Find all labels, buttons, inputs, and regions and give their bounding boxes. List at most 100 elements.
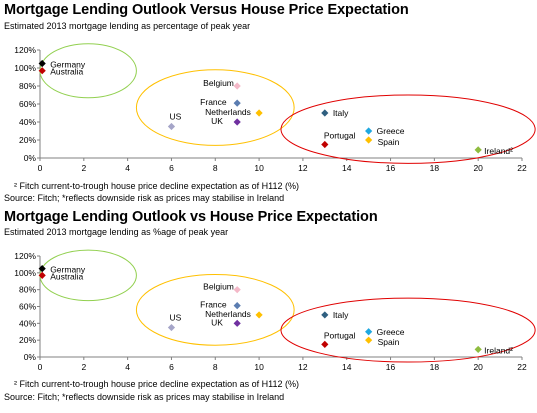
- scatter-plot: 0% 20% 40% 60% 80% 100% 120% 0 2 4 6 8 10 12 14 16 18 20 2…: [14, 249, 536, 372]
- x-tick-label: 22: [517, 163, 527, 173]
- data-label: Germany: [50, 265, 86, 275]
- chart-source: Source: Fitch; *reflects downside risk a…: [4, 193, 285, 203]
- data-point: [321, 109, 329, 117]
- data-label: Portugal: [324, 330, 356, 340]
- cluster-ellipse: [135, 274, 295, 346]
- data-point: [474, 345, 482, 354]
- x-tick-label: 4: [125, 362, 130, 372]
- y-tick-label: 20%: [19, 135, 36, 145]
- data-point: [167, 122, 176, 131]
- chart-footnote: ² Fitch current-to-trough house price de…: [14, 181, 299, 191]
- data-label: US: [169, 112, 181, 122]
- x-tick-label: 4: [125, 163, 130, 173]
- data-label: Netherlands: [205, 309, 251, 319]
- cluster-ellipse: [135, 69, 295, 146]
- data-point: [474, 146, 482, 154]
- data-label: France: [200, 300, 227, 310]
- y-tick-label: 20%: [19, 335, 36, 345]
- x-tick-label: 6: [169, 362, 174, 372]
- chart-title: Mortgage Lending Outlook Versus House Pr…: [4, 2, 409, 18]
- chart-subtitle: Estimated 2013 mortgage lending as perce…: [4, 21, 251, 31]
- x-tick-label: 10: [254, 362, 264, 372]
- data-point: [255, 311, 263, 319]
- data-point: [365, 136, 373, 144]
- data-label: France: [200, 97, 227, 107]
- chart-footnote: ² Fitch current-to-trough house price de…: [14, 379, 299, 389]
- y-tick-label: 100%: [14, 268, 36, 278]
- x-tick-label: 16: [386, 362, 396, 372]
- chart-title: Mortgage Lending Outlook vs House Price …: [4, 209, 378, 225]
- chart-subtitle: Estimated 2013 mortgage lending as %age …: [4, 227, 229, 237]
- data-label: Italy: [333, 310, 349, 320]
- x-tick-label: 20: [473, 362, 483, 372]
- data-label: Portugal: [324, 131, 356, 141]
- data-label: Australia: [50, 67, 83, 77]
- chart-source: Source: Fitch; *reflects downside risk a…: [4, 392, 285, 402]
- data-point: [365, 127, 373, 135]
- cluster-ellipse: [280, 94, 536, 164]
- x-tick-label: 6: [169, 163, 174, 173]
- scatter-plot: 0% 20% 40% 60% 80% 100% 120% 0 2 4 6 8 10 12 14 16 18 20 2…: [14, 43, 536, 173]
- x-tick-label: 16: [386, 163, 396, 173]
- cluster-ellipse: [280, 297, 536, 363]
- data-label: Germany: [50, 60, 86, 70]
- data-point: [365, 328, 373, 336]
- y-tick-label: 100%: [14, 63, 36, 73]
- data-label: Belgium: [203, 78, 234, 88]
- data-point: [38, 67, 46, 75]
- x-tick-label: 2: [81, 362, 86, 372]
- data-point: [233, 319, 241, 327]
- data-point: [167, 323, 176, 332]
- y-tick-label: 80%: [19, 285, 36, 295]
- data-label: Greece: [377, 327, 405, 337]
- data-point: [233, 82, 241, 90]
- y-tick-label: 60%: [19, 302, 36, 312]
- y-tick-label: 120%: [14, 251, 36, 261]
- data-point: [321, 311, 329, 319]
- x-tick-label: 8: [213, 362, 218, 372]
- data-label: Spain: [378, 137, 400, 147]
- x-tick-label: 14: [342, 362, 352, 372]
- y-tick-label: 80%: [19, 81, 36, 91]
- x-tick-label: 10: [254, 163, 264, 173]
- x-tick-label: 12: [298, 163, 308, 173]
- data-label: Greece: [377, 126, 405, 136]
- x-tick-label: 0: [38, 163, 43, 173]
- x-tick-label: 8: [213, 163, 218, 173]
- x-tick-label: 12: [298, 362, 308, 372]
- y-tick-label: 120%: [14, 45, 36, 55]
- data-point: [321, 340, 329, 348]
- data-point: [233, 286, 241, 294]
- x-tick-label: 18: [430, 163, 440, 173]
- data-label: US: [169, 313, 181, 323]
- chart-panel-bottom: Mortgage Lending Outlook vs House Price …: [0, 207, 537, 413]
- y-tick-label: 0%: [24, 153, 37, 163]
- y-tick-label: 40%: [19, 117, 36, 127]
- x-tick-label: 2: [81, 163, 86, 173]
- x-tick-label: 20: [473, 163, 483, 173]
- data-label: Belgium: [203, 282, 234, 292]
- x-tick-label: 22: [517, 362, 527, 372]
- data-point: [255, 109, 263, 117]
- data-point: [365, 336, 373, 344]
- data-label: Australia: [50, 271, 83, 281]
- data-label: Netherlands: [205, 107, 251, 117]
- y-tick-label: 0%: [24, 352, 37, 362]
- x-tick-label: 18: [430, 362, 440, 372]
- data-label: Spain: [378, 337, 400, 347]
- data-point: [321, 140, 329, 149]
- data-label: Italy: [333, 108, 349, 118]
- data-label: Ireland²: [484, 146, 513, 156]
- data-point: [38, 265, 46, 273]
- data-point: [38, 271, 46, 279]
- data-label: UK: [211, 116, 223, 126]
- data-label: Ireland²: [484, 345, 513, 355]
- x-tick-label: 0: [38, 362, 43, 372]
- y-tick-label: 40%: [19, 318, 36, 328]
- x-tick-label: 14: [342, 163, 352, 173]
- data-point: [233, 99, 241, 107]
- data-point: [233, 118, 241, 126]
- data-point: [38, 59, 46, 68]
- data-label: UK: [211, 317, 223, 327]
- chart-panel-top: Mortgage Lending Outlook Versus House Pr…: [0, 0, 537, 206]
